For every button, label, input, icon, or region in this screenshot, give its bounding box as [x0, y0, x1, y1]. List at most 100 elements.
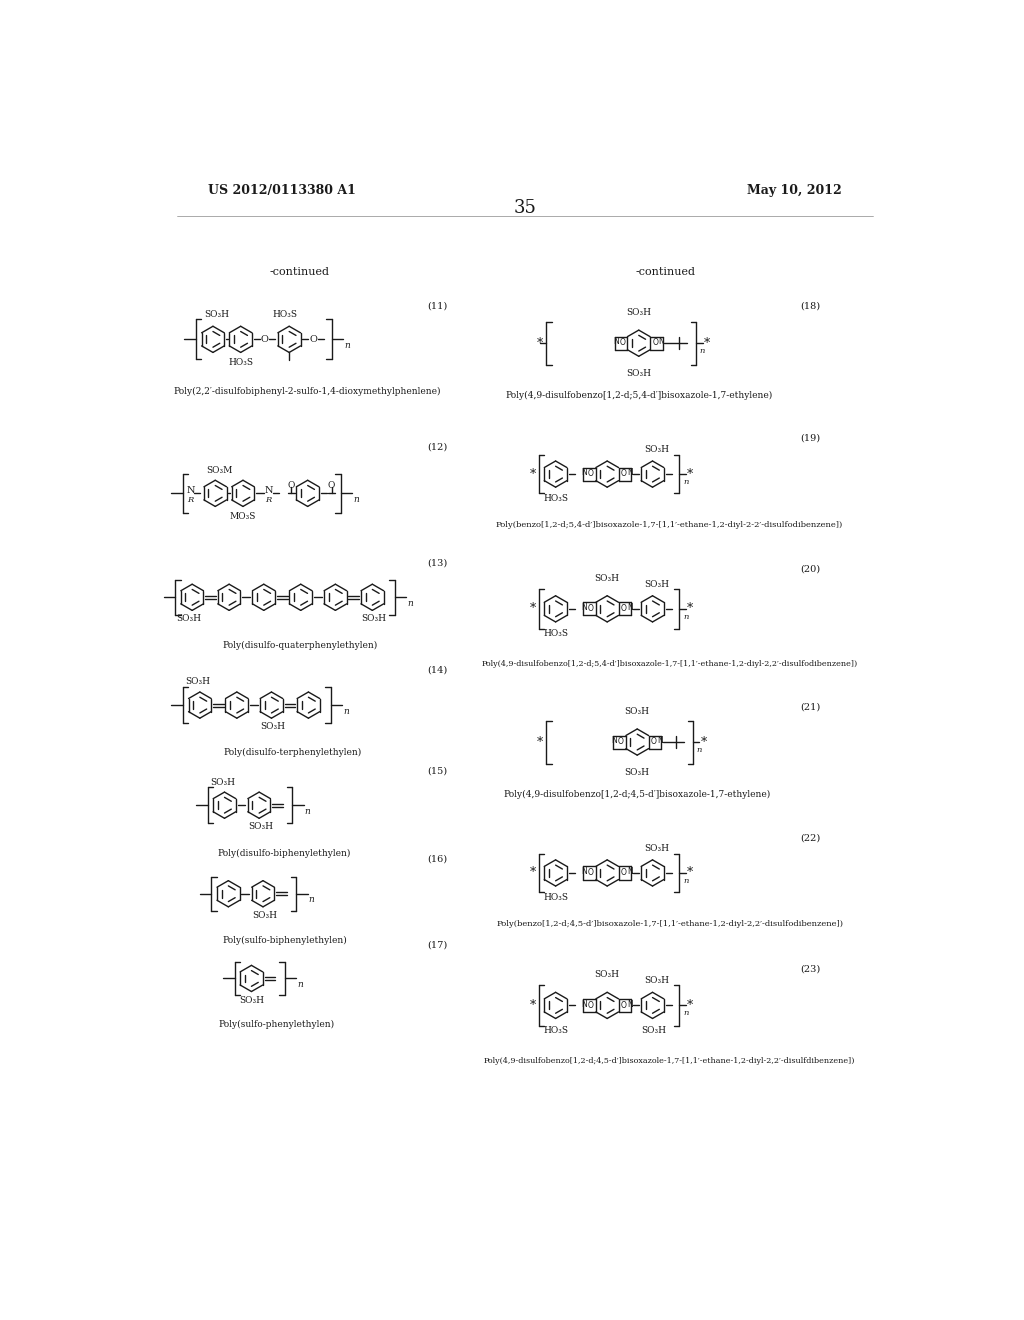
- Text: N: N: [264, 486, 272, 495]
- Text: n: n: [696, 746, 702, 754]
- Text: US 2012/0113380 A1: US 2012/0113380 A1: [208, 185, 355, 197]
- Text: SO₃H: SO₃H: [595, 574, 620, 582]
- Text: -continued: -continued: [270, 268, 330, 277]
- Text: Poly(sulfo-biphenylethylen): Poly(sulfo-biphenylethylen): [222, 936, 347, 945]
- Text: Poly(benzo[1,2-d;4,5-d′]bisoxazole-1,7-[1,1′-ethane-1,2-diyl-2,2′-disulfodibenze: Poly(benzo[1,2-d;4,5-d′]bisoxazole-1,7-[…: [496, 920, 843, 928]
- Text: O: O: [621, 470, 627, 478]
- Text: n: n: [343, 706, 349, 715]
- Text: HO₃S: HO₃S: [543, 1026, 568, 1035]
- Text: O: O: [309, 335, 317, 343]
- Text: N: N: [627, 469, 633, 478]
- Text: SO₃H: SO₃H: [211, 777, 236, 787]
- Text: N: N: [611, 737, 617, 746]
- Text: HO₃S: HO₃S: [543, 630, 568, 638]
- Text: *: *: [705, 337, 711, 350]
- Text: SO₃H: SO₃H: [185, 677, 210, 686]
- Text: SO₃H: SO₃H: [248, 822, 273, 832]
- Text: SO₃H: SO₃H: [645, 843, 670, 853]
- Text: (15): (15): [427, 766, 447, 775]
- Text: O: O: [588, 1001, 594, 1010]
- Text: N: N: [582, 999, 588, 1008]
- Text: n: n: [683, 612, 688, 620]
- Text: SO₃H: SO₃H: [642, 1026, 667, 1035]
- Text: n: n: [305, 807, 310, 816]
- Text: (21): (21): [801, 702, 820, 711]
- Text: *: *: [701, 735, 708, 748]
- Text: (13): (13): [427, 558, 447, 568]
- Text: SO₃H: SO₃H: [205, 310, 229, 319]
- Text: *: *: [529, 866, 536, 879]
- Text: *: *: [537, 337, 544, 350]
- Text: May 10, 2012: May 10, 2012: [748, 185, 842, 197]
- Text: SO₃H: SO₃H: [239, 995, 264, 1005]
- Text: N: N: [582, 867, 588, 876]
- Text: n: n: [683, 478, 688, 486]
- Text: O: O: [652, 338, 658, 347]
- Text: HO₃S: HO₃S: [228, 358, 253, 367]
- Text: SO₃H: SO₃H: [260, 722, 286, 731]
- Text: N: N: [613, 338, 618, 346]
- Text: MO₃S: MO₃S: [229, 512, 256, 521]
- Text: Poly(4,9-disulfobenzo[1,2-d;4,5-d′]bisoxazole-1,7-ethylene): Poly(4,9-disulfobenzo[1,2-d;4,5-d′]bisox…: [504, 789, 771, 799]
- Text: SO₃H: SO₃H: [361, 614, 386, 623]
- Text: O: O: [288, 482, 295, 490]
- Text: Poly(disulfo-terphenylethylen): Poly(disulfo-terphenylethylen): [223, 748, 361, 758]
- Text: *: *: [687, 866, 693, 879]
- Text: N: N: [186, 486, 195, 495]
- Text: (20): (20): [801, 565, 820, 573]
- Text: 35: 35: [513, 199, 537, 218]
- Text: N: N: [582, 469, 588, 478]
- Text: SO₃H: SO₃H: [176, 614, 202, 623]
- Text: *: *: [537, 735, 544, 748]
- Text: SO₃M: SO₃M: [207, 466, 233, 475]
- Text: SO₃H: SO₃H: [627, 308, 651, 317]
- Text: (23): (23): [801, 965, 820, 974]
- Text: -continued: -continued: [636, 268, 695, 277]
- Text: n: n: [353, 495, 359, 504]
- Text: SO₃H: SO₃H: [645, 977, 670, 985]
- Text: SO₃H: SO₃H: [627, 370, 651, 379]
- Text: O: O: [651, 738, 656, 746]
- Text: SO₃H: SO₃H: [625, 706, 649, 715]
- Text: HO₃S: HO₃S: [272, 310, 298, 319]
- Text: Poly(4,9-disulfobenzo[1,2-d;5,4-d′]bisoxazole-1,7-ethylene): Poly(4,9-disulfobenzo[1,2-d;5,4-d′]bisox…: [505, 391, 772, 400]
- Text: Poly(disulfo-quaterphenylethylen): Poly(disulfo-quaterphenylethylen): [222, 640, 378, 649]
- Text: O: O: [621, 1001, 627, 1010]
- Text: n: n: [683, 1008, 688, 1018]
- Text: SO₃H: SO₃H: [625, 768, 649, 777]
- Text: (22): (22): [801, 833, 820, 842]
- Text: R: R: [187, 496, 194, 504]
- Text: N: N: [657, 737, 663, 746]
- Text: n: n: [308, 895, 314, 904]
- Text: HO₃S: HO₃S: [543, 494, 568, 503]
- Text: *: *: [529, 467, 536, 480]
- Text: O: O: [328, 482, 335, 490]
- Text: N: N: [658, 338, 665, 346]
- Text: N: N: [627, 603, 633, 612]
- Text: n: n: [297, 981, 303, 989]
- Text: *: *: [529, 602, 536, 615]
- Text: n: n: [408, 599, 413, 609]
- Text: *: *: [687, 467, 693, 480]
- Text: *: *: [529, 999, 536, 1012]
- Text: O: O: [621, 605, 627, 612]
- Text: N: N: [627, 999, 633, 1008]
- Text: Poly(4,9-disulfobenzo[1,2-d;4,5-d′]bisoxazole-1,7-[1,1′-ethane-1,2-diyl-2,2′-dis: Poly(4,9-disulfobenzo[1,2-d;4,5-d′]bisox…: [483, 1057, 855, 1065]
- Text: O: O: [620, 338, 625, 347]
- Text: (11): (11): [427, 302, 447, 310]
- Text: n: n: [699, 347, 706, 355]
- Text: R: R: [265, 496, 271, 504]
- Text: SO₃H: SO₃H: [645, 445, 670, 454]
- Text: N: N: [627, 867, 633, 876]
- Text: *: *: [687, 999, 693, 1012]
- Text: O: O: [260, 335, 268, 343]
- Text: (19): (19): [801, 433, 820, 442]
- Text: SO₃H: SO₃H: [595, 970, 620, 979]
- Text: HO₃S: HO₃S: [543, 894, 568, 902]
- Text: Poly(2,2′-disulfobiphenyl-2-sulfo-1,4-dioxymethylphenlene): Poly(2,2′-disulfobiphenyl-2-sulfo-1,4-di…: [174, 387, 441, 396]
- Text: n: n: [683, 876, 688, 884]
- Text: O: O: [588, 470, 594, 478]
- Text: SO₃H: SO₃H: [252, 911, 278, 920]
- Text: (12): (12): [427, 442, 447, 451]
- Text: Poly(disulfo-biphenylethylen): Poly(disulfo-biphenylethylen): [218, 849, 351, 858]
